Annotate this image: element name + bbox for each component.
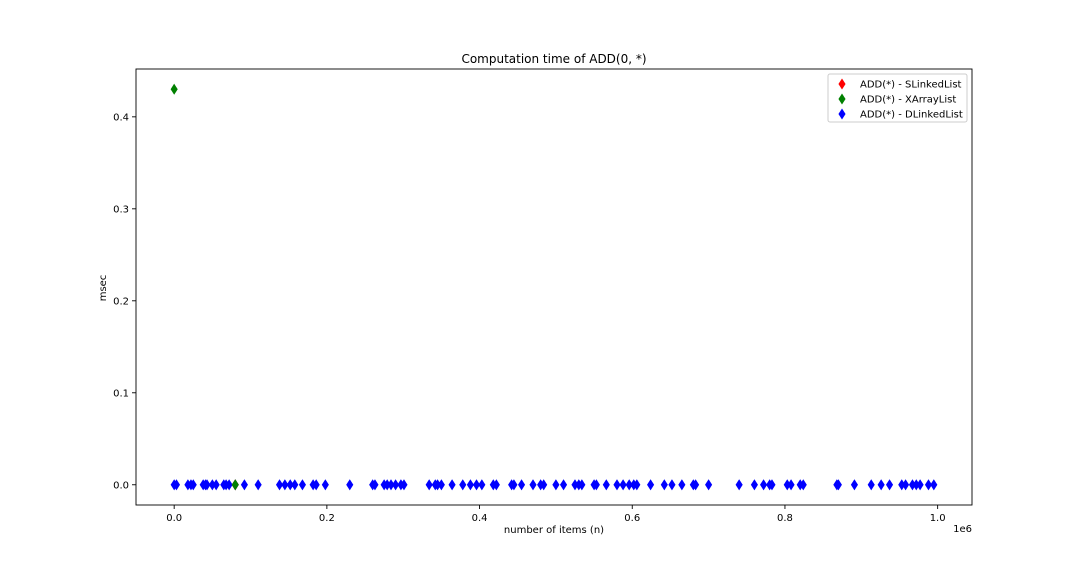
data-point-dlinkedlist: [437, 479, 445, 491]
data-point-dlinkedlist: [633, 479, 641, 491]
y-axis: 0.0 0.1 0.2 0.3 0.4: [113, 112, 136, 491]
data-point-dlinkedlist: [660, 479, 668, 491]
y-tick-label: 0.3: [113, 204, 129, 215]
legend-marker: [838, 108, 846, 120]
x-tick-label: 0.0: [166, 513, 182, 524]
data-point-xarraylist: [170, 83, 178, 95]
data-point-dlinkedlist: [298, 479, 306, 491]
data-point-dlinkedlist: [240, 479, 248, 491]
data-point-dlinkedlist: [281, 479, 289, 491]
data-point-dlinkedlist: [172, 479, 181, 491]
data-point-dlinkedlist: [705, 479, 713, 491]
legend: ADD(*) - SLinkedList ADD(*) - XArrayList A…: [827, 73, 968, 123]
legend-label: ADD(*) - XArrayList: [860, 95, 956, 106]
data-point-dlinkedlist: [540, 479, 548, 491]
legend-box: [827, 73, 968, 123]
data-point-dlinkedlist: [916, 479, 924, 491]
data-point-dlinkedlist: [552, 479, 560, 491]
data-point-dlinkedlist: [492, 479, 500, 491]
data-point-dlinkedlist: [647, 479, 655, 491]
data-point-dlinkedlist: [189, 479, 197, 491]
data-point-dlinkedlist: [619, 479, 627, 491]
plot-frame: [135, 68, 973, 506]
data-point-dlinkedlist: [850, 479, 858, 491]
data-point-dlinkedlist: [275, 479, 284, 491]
data-point-dlinkedlist: [466, 479, 474, 491]
data-point-dlinkedlist: [321, 479, 329, 491]
data-point-dlinkedlist: [678, 479, 686, 491]
data-point-dlinkedlist: [225, 479, 233, 491]
data-point-dlinkedlist: [877, 479, 885, 491]
data-point-dlinkedlist: [592, 479, 600, 491]
data-point-dlinkedlist: [212, 479, 220, 491]
legend-label: ADD(*) - DLinkedList: [860, 110, 963, 121]
x-tick-label: 1.0: [930, 513, 946, 524]
data-point-dlinkedlist: [472, 479, 481, 491]
x-axis: 0.0 0.2 0.4 0.6 0.8 1.0: [166, 505, 946, 524]
data-point-dlinkedlist: [668, 479, 676, 491]
data-point-dlinkedlist: [371, 479, 379, 491]
x-tick-label: 0.8: [777, 513, 793, 524]
data-point-dlinkedlist: [867, 479, 875, 491]
x-tick-label: 0.6: [624, 513, 640, 524]
y-tick-label: 0.1: [113, 388, 129, 399]
data-point-dlinkedlist: [478, 479, 486, 491]
chart-title: Computation time of ADD(0, *): [461, 52, 646, 66]
data-point-dlinkedlist: [613, 479, 621, 491]
legend-label: ADD(*) - SLinkedList: [860, 80, 962, 91]
y-tick-label: 0.4: [113, 112, 129, 123]
legend-marker: [838, 78, 846, 90]
x-axis-label: number of items (n): [504, 525, 604, 536]
data-point-dlinkedlist: [448, 479, 456, 491]
data-point-dlinkedlist: [902, 479, 910, 491]
data-point-dlinkedlist: [254, 479, 262, 491]
y-axis-label: msec: [98, 275, 109, 302]
y-tick-label: 0.0: [113, 480, 129, 491]
data-point-dlinkedlist: [559, 479, 568, 491]
data-point-dlinkedlist: [924, 479, 933, 491]
data-point-dlinkedlist: [602, 479, 610, 491]
data-point-dlinkedlist: [760, 479, 768, 491]
data-point-xarraylist: [231, 479, 239, 491]
data-point-dlinkedlist: [425, 479, 433, 491]
plot-area: [170, 83, 938, 491]
data-point-dlinkedlist: [312, 479, 320, 491]
data-point-dlinkedlist: [392, 479, 400, 491]
data-point-dlinkedlist: [203, 479, 211, 491]
data-point-dlinkedlist: [768, 479, 776, 491]
data-point-dlinkedlist: [517, 479, 526, 491]
data-point-dlinkedlist: [799, 479, 807, 491]
data-point-dlinkedlist: [930, 479, 938, 491]
data-point-dlinkedlist: [735, 479, 743, 491]
data-point-dlinkedlist: [692, 479, 700, 491]
data-point-dlinkedlist: [510, 479, 518, 491]
data-point-dlinkedlist: [834, 479, 842, 491]
y-tick-label: 0.2: [113, 296, 129, 307]
x-tick-label: 0.2: [319, 513, 335, 524]
data-point-dlinkedlist: [578, 479, 586, 491]
x-tick-label: 0.4: [472, 513, 488, 524]
data-point-dlinkedlist: [346, 479, 354, 491]
data-point-dlinkedlist: [291, 479, 299, 491]
data-point-dlinkedlist: [459, 479, 467, 491]
legend-marker: [838, 93, 846, 105]
data-point-dlinkedlist: [750, 479, 758, 491]
data-point-dlinkedlist: [400, 479, 408, 491]
data-point-dlinkedlist: [529, 479, 537, 491]
data-point-dlinkedlist: [787, 479, 795, 491]
x-axis-offset-label: 1e6: [953, 524, 972, 535]
data-point-dlinkedlist: [885, 479, 894, 491]
